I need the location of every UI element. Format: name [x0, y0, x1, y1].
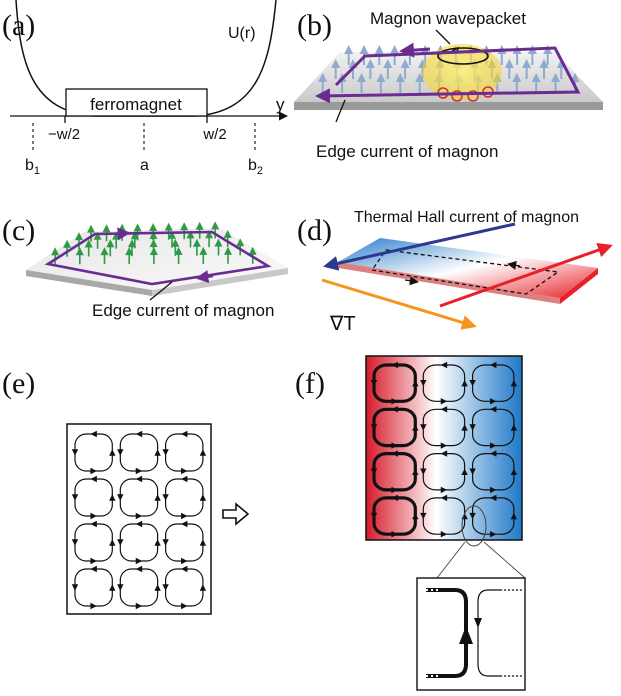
edge-current-arrow-b — [399, 42, 431, 58]
vortex-loop — [370, 361, 419, 405]
hot-current-arrow — [439, 242, 613, 308]
point-a-label: a — [140, 157, 149, 174]
vortex-loop — [469, 494, 518, 538]
zoom-thick-arrow — [459, 626, 473, 644]
ferromagnet-label: ferromagnet — [90, 95, 182, 114]
edge-current-arrow-c-bottom — [195, 270, 214, 284]
vortex-loop — [71, 565, 116, 610]
gradient-arrow — [321, 278, 477, 330]
thermal-film-edge — [338, 262, 560, 304]
vortex-loop — [370, 406, 419, 449]
point-b2-label: b2 — [248, 157, 263, 177]
zoom-inset — [416, 577, 526, 691]
vortex-loop — [370, 494, 419, 538]
edge-pointer-b — [335, 99, 346, 123]
panel-e-label: (e) — [2, 367, 35, 400]
film-edge-b — [294, 102, 603, 110]
vortex-loop — [162, 520, 207, 565]
hall-current-label: Thermal Hall current of magnon — [354, 209, 579, 226]
y-axis-label: y — [276, 95, 285, 114]
edge-label-c: Edge current of magnon — [92, 301, 274, 320]
hall-loop-arrow-bottom — [404, 276, 419, 286]
vortex-loop — [117, 430, 161, 475]
hall-current-arrow — [323, 222, 516, 271]
vortex-grid-e — [71, 430, 207, 610]
vortex-loop — [117, 565, 161, 610]
vortex-loop — [469, 406, 518, 449]
vortex-loop — [117, 520, 161, 565]
thermal-film-edge-hot — [560, 268, 598, 304]
edge-current-path-c — [44, 230, 272, 286]
panel-c: (c) Edge current of magnon — [2, 214, 288, 320]
vortex-loop — [71, 430, 116, 475]
magnon-wavepacket — [422, 44, 502, 100]
zoom-line-right — [483, 541, 526, 579]
vortex-loop — [71, 520, 116, 565]
panel-c-label: (c) — [2, 214, 35, 247]
vortex-loop — [117, 475, 161, 520]
potential-label: U(r) — [228, 25, 256, 42]
vortex-loop — [420, 361, 468, 405]
panel-e: (e) — [2, 367, 250, 615]
edge-pointer-c — [149, 281, 173, 301]
panel-b-label: (b) — [297, 9, 332, 42]
point-b1-label: b1 — [25, 157, 40, 177]
film-edge-c-right — [152, 268, 288, 296]
wavepacket-rotation — [437, 47, 489, 65]
edge-current-arrow-c-top — [114, 227, 131, 241]
panel-d: (d) Thermal Hall current of magnon ∇T — [297, 209, 613, 335]
zoom-line-left — [436, 541, 466, 579]
panel-b: (b) Magnon wavepacket Edge current of ma… — [294, 9, 603, 161]
tick-right-label: w/2 — [202, 126, 226, 143]
vortex-loop — [469, 450, 518, 494]
vortex-loop — [162, 475, 207, 520]
hall-loop — [370, 249, 560, 295]
zoom-thin-arrow — [474, 618, 482, 628]
wavepacket-label: Magnon wavepacket — [370, 9, 526, 28]
panel-f-label: (f) — [295, 367, 325, 400]
panel-d-label: (d) — [297, 214, 332, 247]
transition-arrow — [222, 502, 250, 526]
thermal-film — [338, 238, 598, 298]
panel-f: (f) — [295, 355, 526, 691]
ferromagnet-box — [65, 88, 208, 117]
vortex-loop — [370, 450, 419, 494]
vortex-loop — [162, 565, 207, 610]
film-plate-c — [26, 228, 288, 290]
thermal-lattice-frame — [365, 355, 523, 541]
wavepacket-pointer — [435, 29, 451, 45]
tick-left-label: −w/2 — [48, 126, 80, 143]
vortex-loop — [162, 430, 207, 475]
edge-current-path-b — [315, 46, 581, 104]
vortex-loop — [71, 475, 116, 520]
vortex-loop — [420, 450, 468, 494]
panel-a: (a) U(r) y ferromagnet −w/2 w/2 b1 a b2 — [2, 0, 288, 177]
zoom-thin-loop — [477, 589, 522, 677]
vortex-loop — [420, 406, 468, 449]
zoom-region — [461, 505, 487, 547]
vortex-loop — [420, 494, 468, 538]
vortex-loop — [469, 361, 518, 405]
vortex-grid-f — [370, 361, 518, 538]
film-edge-c-left — [26, 270, 152, 296]
gradient-label: ∇T — [329, 313, 356, 335]
lattice-frame-e — [66, 423, 212, 615]
edge-label-b: Edge current of magnon — [316, 142, 498, 161]
hall-loop-arrow-top — [507, 260, 521, 270]
